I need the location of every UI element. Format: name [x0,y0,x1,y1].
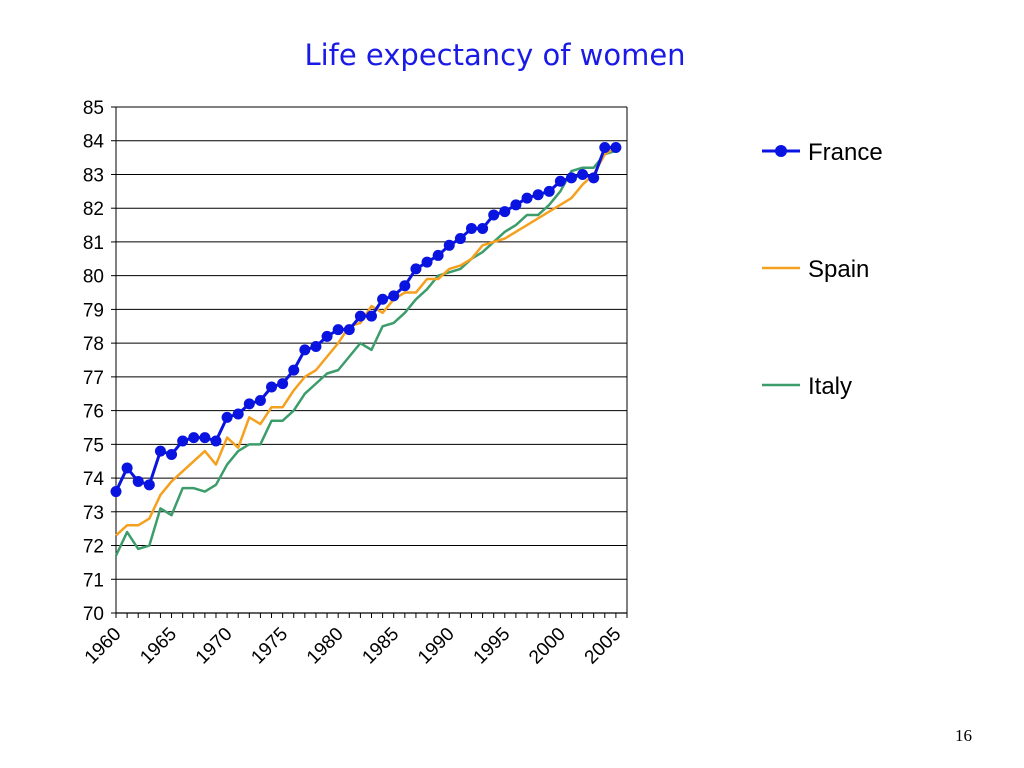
data-point-france [554,175,566,187]
y-tick-label: 77 [83,368,104,389]
data-point-france [366,310,377,322]
data-point-france [421,256,433,268]
data-point-france [543,185,555,197]
data-point-france [188,432,200,444]
data-point-france [577,168,589,180]
data-point-france [266,381,278,393]
legend-marker-france [775,145,787,157]
data-point-france [343,324,355,336]
data-point-france [354,310,366,322]
y-tick-label: 76 [83,402,104,423]
data-point-france [210,435,222,447]
x-tick-label: 1980 [303,624,348,669]
data-point-france [277,378,289,390]
data-point-france [254,394,266,406]
x-tick-label: 1970 [192,624,237,669]
data-point-france [243,398,255,410]
y-tick-label: 84 [83,132,105,153]
data-point-france [432,249,444,261]
slide-page-number: 16 [955,726,972,745]
series-line-italy [114,149,617,557]
x-tick-label: 1975 [247,624,292,669]
data-point-france [521,192,533,204]
data-point-france [399,280,411,292]
data-point-france [477,222,489,234]
y-tick-label: 85 [83,98,104,119]
data-point-france [299,344,311,356]
series-line-spain [115,146,617,537]
data-point-france [532,189,544,201]
data-point-france [154,445,166,457]
data-point-france [232,408,244,420]
legend-label-spain: Spain [808,256,869,283]
data-point-france [454,233,466,245]
x-tick-label: 1965 [136,624,181,669]
y-tick-label: 78 [83,334,104,355]
data-point-france [332,324,344,336]
legend-label-italy: Italy [808,373,852,400]
x-tick-label: 1990 [414,624,459,669]
x-tick-label: 1985 [359,624,404,669]
data-point-france [132,475,144,487]
legend-label-france: France [808,139,883,166]
slide-title: Life expectancy of women [304,38,686,72]
x-tick-label: 1960 [81,624,126,669]
data-point-france [143,479,155,491]
y-tick-label: 71 [83,570,104,591]
y-tick-label: 80 [83,267,104,288]
y-tick-label: 72 [83,537,104,558]
x-tick-label: 2000 [525,624,570,669]
data-point-france [610,141,622,153]
data-point-france [110,486,122,498]
data-point-france [410,263,422,275]
data-point-france [465,222,477,234]
y-tick-label: 79 [83,300,104,321]
data-point-france [310,341,322,353]
y-tick-label: 83 [83,165,104,186]
x-tick-label: 1995 [470,624,515,669]
data-point-france [388,290,400,302]
data-point-france [377,293,389,305]
y-tick-label: 81 [83,233,104,254]
y-tick-label: 74 [83,469,105,490]
data-point-france [321,330,333,342]
data-point-france [510,199,522,211]
data-point-france [121,462,133,474]
y-tick-label: 73 [83,503,104,524]
y-tick-label: 82 [83,199,104,220]
data-point-france [199,432,211,444]
y-tick-label: 70 [83,604,104,625]
data-point-france [488,209,500,221]
series-line-france [114,145,616,493]
data-point-france [499,206,511,218]
data-point-france [288,364,300,376]
y-tick-label: 75 [83,435,104,456]
data-point-france [177,435,189,447]
data-point-france [599,141,611,153]
data-point-france [221,411,233,423]
data-point-france [588,172,600,184]
data-point-france [166,448,178,460]
data-point-france [443,239,455,251]
x-tick-label: 2005 [581,624,626,669]
data-point-france [565,172,577,184]
